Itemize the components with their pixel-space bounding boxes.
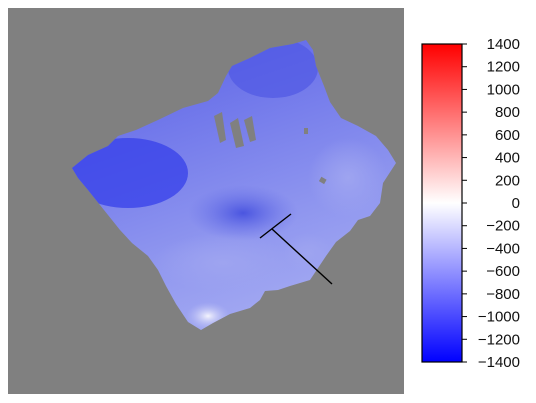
colorbar-tick-label: 1000: [487, 81, 520, 98]
colorbar-tick-label: −1000: [478, 309, 520, 326]
cross-section-line: [259, 213, 333, 285]
data-gaps: [214, 112, 327, 185]
colorbar-tick-label: 600: [495, 127, 520, 144]
colorbar-tick-label: −1400: [478, 354, 520, 371]
colorbar-tick-label: −600: [486, 263, 520, 280]
colorbar-tick-label: −200: [486, 218, 520, 235]
colorbar: 1400 1200 1000 800 600 400 200 0 −200 −400 −600 −80…: [421, 36, 520, 371]
colorbar-tick-label: 800: [495, 104, 520, 121]
colorbar-gradient: [421, 43, 463, 363]
colorbar-tick-label: −800: [486, 286, 520, 303]
colorbar-tick-label: 1200: [487, 59, 520, 76]
colorbar-tick-label: −400: [486, 240, 520, 257]
colorbar-tick-label: 400: [495, 150, 520, 167]
map-panel: [8, 8, 404, 394]
colorbar-tick-label: 1400: [487, 36, 520, 53]
colorbar-tick-label: 200: [495, 172, 520, 189]
colorbar-tick-label: −1200: [478, 331, 520, 348]
colorbar-ticks: 1400 1200 1000 800 600 400 200 0 −200 −400 −600 −80…: [462, 36, 520, 371]
colorbar-tick-label: 0: [512, 195, 520, 212]
